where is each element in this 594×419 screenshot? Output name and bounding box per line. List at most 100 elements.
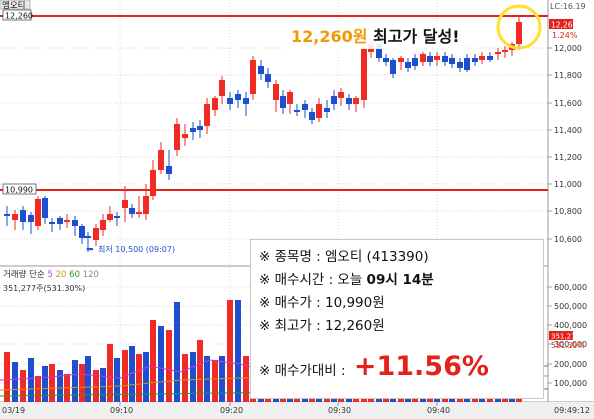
price-tick-label: 10,600	[554, 235, 582, 244]
price-tick-label: 12,000	[554, 44, 582, 53]
volume-value-label: 351,277주(531.30%)	[3, 284, 85, 293]
volume-bar	[20, 370, 26, 402]
candle-body	[129, 208, 135, 214]
candle-body	[502, 50, 508, 52]
candle-body	[338, 92, 344, 98]
volume-bar	[12, 362, 18, 402]
price-tick-label: 11,400	[554, 126, 582, 135]
volume-current-pct: 531.30%	[551, 341, 584, 350]
candle-body	[250, 60, 256, 94]
candle-body	[114, 216, 120, 218]
price-tick-label: 10,800	[554, 207, 582, 216]
volume-bar	[107, 344, 113, 402]
candle-body	[93, 228, 99, 240]
candle-body	[190, 128, 196, 132]
candle-body	[12, 214, 18, 220]
time-tick-label: 09:30	[328, 406, 351, 415]
candle-body	[273, 84, 279, 100]
candlestick-series	[4, 16, 522, 252]
volume-current-badge	[549, 331, 573, 340]
candle-body	[495, 52, 501, 54]
candle-body	[383, 58, 389, 62]
volume-indicator-label: 거래량 단순 5 20 60 120	[3, 269, 99, 280]
candle-body	[464, 58, 470, 70]
candle-body	[107, 214, 113, 220]
volume-bar	[93, 370, 99, 402]
current-price-badge	[549, 19, 573, 29]
volume-bar	[235, 300, 241, 402]
headline-background	[288, 22, 468, 49]
volume-bar	[42, 366, 48, 402]
volume-bar	[174, 302, 180, 402]
volume-tick-label: 100,000	[554, 379, 587, 388]
high-price-badge-label: 12,260	[5, 11, 33, 20]
info-stock-name: ※ 종목명 : 엠오티 (413390)	[259, 249, 429, 265]
current-price-badge-label: 12,260	[551, 20, 577, 29]
info-return: ※ 매수가대비 : +11.56%	[259, 351, 489, 382]
candle-body	[376, 44, 382, 58]
candle-body	[182, 134, 188, 138]
volume-bar	[100, 368, 106, 402]
volume-tick-label: 300,000	[554, 340, 587, 349]
volume-bar	[4, 352, 10, 402]
price-tick-label: 11,600	[554, 99, 582, 108]
headline-suffix: 최고가 달성!	[367, 27, 459, 46]
info-buy-price: ※ 매수가 : 10,990원	[259, 295, 385, 311]
time-axis: 09:10 09:20 09:30 09:40	[110, 402, 450, 415]
volume-bar	[158, 326, 164, 402]
candle-body	[100, 220, 106, 230]
candle-body	[136, 212, 142, 214]
stock-title-tab[interactable]	[0, 0, 31, 10]
candle-body	[28, 215, 34, 222]
candle-body	[49, 222, 55, 224]
time-tick-label: 09:40	[427, 406, 450, 415]
candle-body	[42, 198, 48, 218]
price-tick-label: 11,200	[554, 153, 582, 162]
candle-body	[420, 54, 426, 62]
candle-body	[265, 74, 271, 82]
volume-tick-label: 600,000	[554, 283, 587, 292]
candle-body	[390, 60, 396, 74]
volume-bar	[227, 300, 233, 402]
volume-bar	[28, 358, 34, 402]
volume-bar	[197, 340, 203, 402]
candle-body	[219, 80, 225, 96]
buy-price-badge	[2, 183, 37, 195]
volume-axis: 600,000 500,000 400,000 300,000 200,000 100,0…	[548, 283, 587, 388]
volume-bar	[166, 330, 172, 402]
low-annotation-arrow: ⬅	[86, 245, 94, 255]
candle-body	[398, 58, 404, 62]
volume-current-badge-label: 351,277	[551, 333, 580, 341]
price-tick-label: 11,000	[554, 180, 582, 189]
time-tick-label: 09:20	[220, 406, 243, 415]
buy-price-badge-label: 10,990	[5, 185, 33, 194]
candle-body	[412, 58, 418, 66]
candle-body	[331, 96, 337, 104]
candle-body	[487, 56, 493, 60]
candle-body	[227, 98, 233, 104]
candle-body	[309, 112, 315, 120]
candle-body	[449, 58, 455, 64]
stock-title-tab-label: 엠오티	[2, 0, 25, 11]
candle-body	[346, 98, 352, 104]
candle-body	[158, 150, 164, 170]
candle-body	[235, 94, 241, 100]
candle-body	[302, 104, 308, 110]
volume-bar	[243, 356, 249, 402]
price-axis: 12,000 11,800 11,600 11,400 11,200 11,000 10,8…	[548, 44, 582, 244]
candle-body	[287, 92, 293, 104]
candle-body	[72, 220, 78, 226]
candle-body	[166, 166, 172, 174]
volume-bar	[57, 370, 63, 402]
volume-bar	[150, 320, 156, 402]
volume-bar	[72, 360, 78, 402]
x-axis-start-date: 03/19	[2, 406, 25, 415]
candle-body	[434, 56, 440, 60]
volume-bar	[182, 354, 188, 402]
price-tick-label: 11,800	[554, 71, 582, 80]
time-tick-label: 09:10	[110, 406, 133, 415]
candle-body	[442, 56, 448, 62]
candle-body	[472, 58, 478, 62]
current-pct-label: 1.24%	[552, 31, 578, 40]
vertical-gridlines	[119, 0, 438, 402]
